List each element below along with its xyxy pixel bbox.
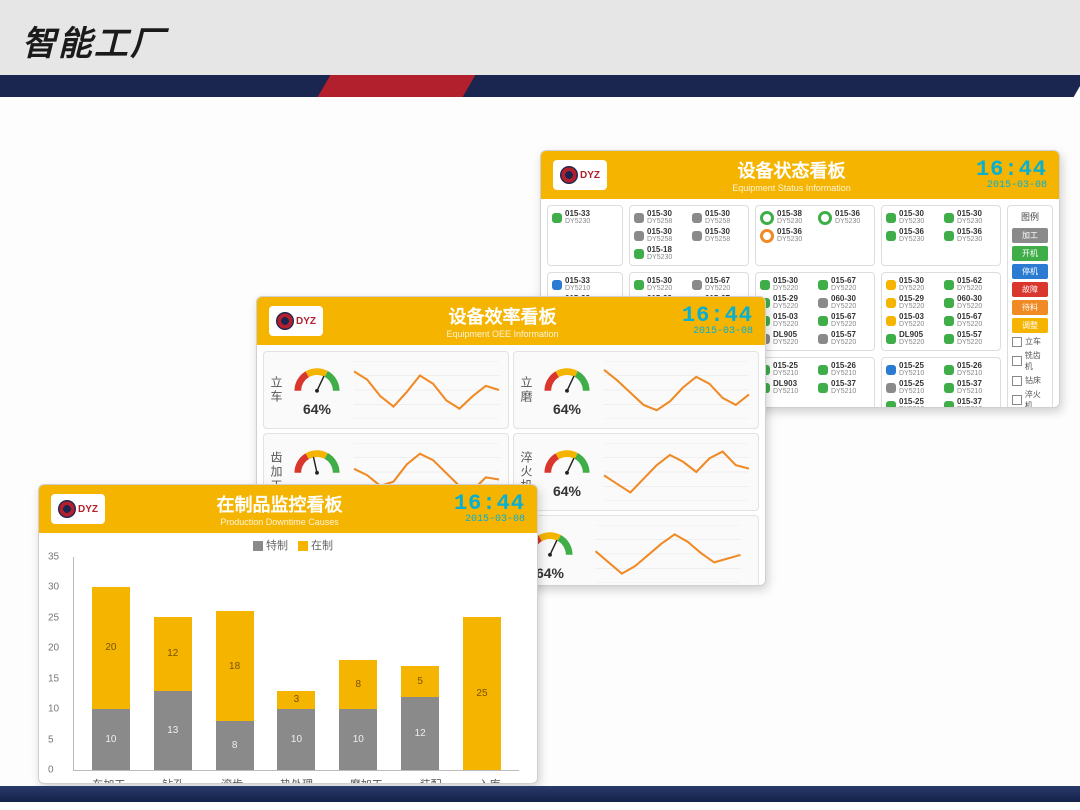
panel2-title: 设备效率看板 [333,303,672,329]
equipment-item: 015-67DY5220 [692,277,744,292]
oee-cell: 立磨64% [513,351,759,429]
panel1-header: DYZ 在制品监控看板Production Downtime Causes 16… [39,485,537,533]
equipment-item: 015-36DY5230 [818,210,870,225]
equipment-item: DL903DY5210 [760,380,812,395]
clock: 16:442015-03-08 [682,305,753,337]
bar-磨加工: 108 [339,660,377,770]
clock: 16:442015-03-08 [454,493,525,525]
panel1-legend: 特制在制 [39,533,537,553]
equipment-group: 015-25DY5210 015-26DY5210 DL903DY5210 015-3… [755,357,875,408]
equipment-item: 015-30DY5258 [692,210,744,225]
equipment-item: DL905DY5220 [886,331,938,346]
page-title: 智能工厂 [22,16,1058,65]
equipment-group: 015-30DY5230 015-30DY5230 015-36DY5230 015-… [881,205,1001,266]
equipment-item: 015-36DY5230 [944,228,996,243]
equipment-group: 015-33DY5230 [547,205,623,266]
equipment-group: 015-25DY5210 015-26DY5210 015-25DY5210 015-… [881,357,1001,408]
equipment-item: 015-37DY5210 [944,380,996,395]
equipment-item: 015-30DY5230 [944,210,996,225]
logo: DYZ [553,160,607,190]
title-bar: 智能工厂 [0,0,1080,75]
equipment-item: 015-25DY5210 [760,362,812,377]
oee-cell: 立车64% [263,351,509,429]
equipment-item: 015-30DY5220 [634,277,686,292]
equipment-item: 015-33DY5210 [552,277,618,292]
logo: DYZ [51,494,105,524]
footer-stripe [0,786,1080,802]
logo: DYZ [269,306,323,336]
bar-热处理: 103 [277,691,315,770]
clock: 16:442015-03-08 [976,159,1047,191]
panel2-header: DYZ 设备效率看板Equipment OEE Information 16:4… [257,297,765,345]
equipment-item: 015-03DY5220 [760,313,812,328]
panel1-chart: 1020131281810310812525 车加工钻孔滚齿热处理磨加工装配入库… [73,557,519,771]
equipment-group: 015-30DY5220 015-67DY5220 015-29DY5220 060-… [755,272,875,351]
equipment-item: 015-37DY5210 [818,380,870,395]
equipment-group: 015-38DY5230 015-36DY5230 015-36DY5230 [755,205,875,266]
oee-cell: 淬火机64% [513,433,759,511]
equipment-item: 015-37DY5210 [944,398,996,408]
equipment-item: 015-62DY5220 [944,277,996,292]
equipment-item: 015-30DY5258 [634,228,686,243]
equipment-item: 015-29DY5220 [760,295,812,310]
equipment-item: 015-25DY5210 [886,362,938,377]
equipment-item: 015-67DY5220 [818,277,870,292]
equipment-item: DL905DY5220 [760,331,812,346]
equipment-item: 015-25DY5210 [886,398,938,408]
equipment-item: 015-30DY5258 [634,210,686,225]
bar-入库: 25 [463,617,501,770]
equipment-item: 015-30DY5230 [886,210,938,225]
status-legend: 图例加工开机停机故障待料调整立车铣齿机钻床淬火机 [1007,205,1053,408]
equipment-item: 015-67DY5220 [818,313,870,328]
equipment-item: 015-36DY5230 [886,228,938,243]
equipment-item: 015-26DY5210 [818,362,870,377]
equipment-item: 015-03DY5220 [886,313,938,328]
equipment-item: 015-33DY5230 [552,210,618,225]
panel-production: DYZ 在制品监控看板Production Downtime Causes 16… [38,484,538,784]
equipment-item: 015-30DY5220 [886,277,938,292]
bar-钻孔: 1312 [154,617,192,770]
bar-装配: 125 [401,666,439,770]
equipment-item: 015-29DY5220 [886,295,938,310]
panel3-title: 设备状态看板 [617,157,966,183]
equipment-item: 015-36DY5230 [760,228,812,243]
panel3-header: DYZ 设备状态看板Equipment Status Information 1… [541,151,1059,199]
equipment-item: 015-26DY5210 [944,362,996,377]
equipment-item: 015-30DY5220 [760,277,812,292]
equipment-item: 060-30DY5220 [944,295,996,310]
oee-cell: 64% [513,515,759,586]
equipment-group: 015-30DY5258 015-30DY5258 015-30DY5258 015-… [629,205,749,266]
equipment-item: 015-57DY5220 [944,331,996,346]
bar-车加工: 1020 [92,587,130,770]
equipment-item: 015-57DY5220 [818,331,870,346]
equipment-item: 015-18DY5230 [634,246,686,261]
equipment-item: 015-30DY5258 [692,228,744,243]
equipment-item: 015-38DY5230 [760,210,812,225]
equipment-item: 015-67DY5220 [944,313,996,328]
equipment-item: 015-25DY5210 [886,380,938,395]
panel1-title: 在制品监控看板 [115,491,444,517]
equipment-item: 060-30DY5220 [818,295,870,310]
equipment-group: 015-30DY5220 015-62DY5220 015-29DY5220 060-… [881,272,1001,351]
header-stripe [0,75,1080,97]
bar-滚齿: 818 [216,611,254,770]
